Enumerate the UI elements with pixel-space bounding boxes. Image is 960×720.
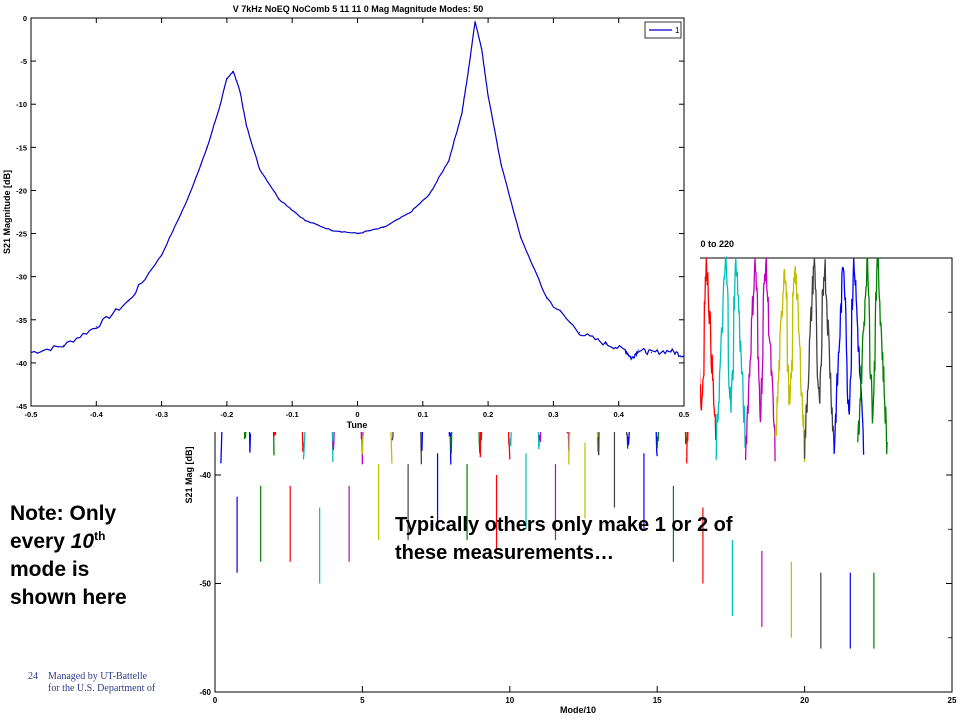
chart1-data-point	[500, 163, 502, 166]
chart1-data-point	[304, 220, 306, 222]
chart1-data-point	[448, 159, 450, 161]
chart1-data-point	[474, 20, 476, 23]
chart1-data-point	[480, 47, 483, 49]
chart1-data-point	[605, 343, 607, 345]
chart1-x-tick-label: 0.4	[613, 410, 624, 419]
chart2-mode-trace	[774, 265, 806, 463]
chart1-x-tick-label: -0.4	[90, 410, 104, 419]
tune-magnitude-chart: V 7kHz NoEQ NoComb 5 11 11 0 Mag Magnitu…	[0, 0, 700, 432]
chart2-mode-trace	[715, 255, 747, 460]
chart1-data-point	[546, 297, 548, 299]
chart1-x-tick-label: 0.2	[483, 410, 493, 419]
note-line-4: shown here	[10, 586, 127, 609]
chart1-data-point	[30, 351, 32, 354]
note-line-2-number: 10	[70, 530, 95, 553]
chart1-y-tick-label: -15	[16, 143, 27, 152]
chart1-x-tick-label: -0.2	[220, 410, 233, 419]
chart1-data-point	[330, 229, 332, 231]
chart1-data-point	[187, 198, 189, 200]
chart1-data-point	[63, 345, 65, 347]
chart1-x-tick-label: 0.1	[418, 410, 428, 419]
chart1-y-tick-label: -10	[16, 100, 27, 109]
chart1-data-point	[95, 326, 97, 328]
chart2-x-tick-label: 10	[505, 696, 514, 705]
chart2-mode-trace	[857, 257, 888, 455]
chart1-data-point	[461, 112, 463, 114]
chart2-y-tick-label: -50	[199, 580, 211, 589]
measurement-callout: Typically others only make 1 or 2 of the…	[395, 511, 815, 567]
chart2-y-tick-label: -40	[199, 471, 211, 480]
note-line-1: Note: Only	[10, 502, 117, 525]
chart2-y-label: S21 Mag [dB]	[184, 446, 194, 503]
chart1-data-point	[520, 237, 522, 239]
chart1-y-tick-label: -45	[16, 402, 27, 411]
page-number: 24	[28, 671, 38, 682]
chart2-mode-trace	[803, 257, 835, 459]
chart1-data-point	[637, 349, 639, 351]
callout-line-2: these measurements…	[395, 542, 614, 564]
chart1-data-point	[624, 349, 626, 351]
note-line-3: mode is	[10, 558, 90, 581]
chart1-y-tick-label: -20	[16, 186, 27, 195]
chart1-data-point	[578, 332, 581, 334]
chart2-x-tick-label: 20	[800, 696, 809, 705]
chart1-data-point	[428, 194, 430, 196]
footer-line-1: Managed by UT-Battelle	[48, 671, 148, 682]
chart1-data-point	[245, 125, 248, 127]
chart1-data-point	[239, 90, 241, 92]
chart1-data-point	[650, 351, 652, 354]
chart2-x-tick-label: 0	[213, 696, 218, 705]
chart1-x-tick-label: 0.3	[548, 410, 558, 419]
note-text: Note: Only every 10th mode is shown here	[10, 500, 180, 612]
chart1-x-label: Tune	[347, 420, 368, 430]
note-line-2: every 10th	[10, 528, 180, 556]
chart1-x-tick-label: -0.3	[155, 410, 168, 419]
chart2-x-tick-label: 15	[653, 696, 662, 705]
chart1-data-point	[206, 146, 208, 148]
chart1-data-point	[219, 103, 221, 105]
chart2-x-tick-label: 25	[948, 696, 957, 705]
chart2-mode-trace	[744, 257, 776, 462]
chart2-x-tick-label: 5	[360, 696, 365, 705]
chart1-y-tick-label: -35	[16, 316, 27, 325]
chart1-y-tick-label: -40	[16, 359, 27, 368]
chart1-data-point	[670, 350, 672, 352]
footer-line-2: for the U.S. Department of	[48, 683, 156, 694]
chart2-x-label: Mode/10	[560, 705, 596, 715]
note-line-2-prefix: every	[10, 530, 71, 553]
chart1-y-tick-label: -25	[16, 230, 27, 239]
chart1-data-point	[487, 95, 489, 97]
chart1-data-point	[631, 357, 633, 360]
chart1-data-point	[278, 198, 280, 200]
chart1-x-tick-label: -0.1	[286, 410, 299, 419]
chart1-data-point	[128, 300, 130, 302]
chart1-legend-label: 1	[675, 26, 680, 35]
chart1-data-point	[683, 355, 685, 357]
note-line-2-sup: th	[94, 529, 106, 543]
chart1-data-point	[409, 212, 411, 214]
chart1-y-tick-label: -30	[16, 273, 27, 282]
chart1-data-point	[226, 77, 228, 79]
chart1-legend: 1	[644, 21, 682, 39]
chart2-y-tick-label: -60	[199, 688, 211, 697]
chart2-title-fragment: : 10 to 220	[690, 239, 734, 249]
chart1-x-tick-label: 0.5	[679, 410, 689, 419]
chart1-data-point	[258, 168, 261, 170]
chart1-y-tick-label: 0	[23, 14, 27, 23]
chart1-data-point	[232, 70, 235, 73]
chart1-data-point	[161, 254, 163, 256]
callout-line-1: Typically others only make 1 or 2 of	[395, 514, 733, 536]
chart1-data-point	[467, 69, 470, 71]
chart1-data-point	[356, 232, 359, 235]
chart2-mode-trace	[833, 257, 865, 455]
chart1-data-point	[383, 226, 385, 229]
chart1-x-tick-label: -0.5	[25, 410, 38, 419]
chart1-y-label: S21 Magnitude [dB]	[2, 170, 12, 254]
chart1-title: V 7kHz NoEQ NoComb 5 11 11 0 Mag Magnitu…	[233, 4, 484, 14]
chart1-x-tick-label: 0	[355, 410, 359, 419]
chart1-y-tick-label: -5	[20, 57, 27, 66]
